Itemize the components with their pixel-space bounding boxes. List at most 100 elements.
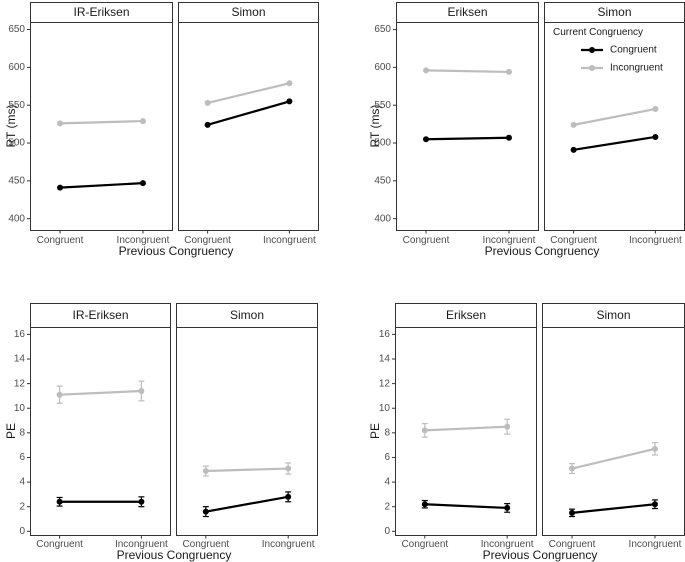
data-point: [57, 120, 64, 127]
x-tick-label: Incongruent: [481, 539, 534, 550]
legend-label: Incongruent: [610, 63, 663, 74]
y-tick-label: 400: [8, 213, 25, 224]
x-axis-title: Previous Congruency: [117, 548, 232, 562]
y-tick-label: 12: [379, 378, 391, 389]
y-tick-label: 2: [384, 501, 390, 512]
x-tick-label: Congruent: [36, 539, 83, 550]
facet-panel: Simon Congruent Incongruent: [544, 2, 685, 246]
y-tick-label: 450: [374, 175, 391, 186]
legend-key-point: [589, 47, 595, 53]
series-line: [207, 100, 290, 126]
chart-2: RT (ms) 400 450 500 550 600 650 Previous Congru…: [368, 2, 685, 258]
y-tick-label: 650: [8, 24, 25, 35]
facet-panel: IR-Eriksen Congruent Incongruent: [30, 303, 171, 550]
data-point: [651, 501, 658, 508]
series-congruent: [569, 499, 658, 518]
plot-area: [542, 327, 685, 536]
x-tick-label: Congruent: [549, 539, 596, 550]
series-incongruent: [56, 380, 145, 404]
data-point: [139, 180, 146, 187]
x-tick-label: Incongruent: [263, 235, 316, 246]
data-point: [421, 501, 428, 508]
data-point: [570, 121, 577, 128]
facet-title: Simon: [596, 308, 630, 322]
data-point: [138, 388, 145, 394]
x-tick-label: Incongruent: [262, 539, 315, 550]
legend-title: Current Congruency: [553, 27, 643, 38]
series-line: [571, 503, 656, 514]
y-tick-label: 16: [14, 329, 26, 340]
facet-panel: Simon Congruent Incongruent: [176, 303, 318, 550]
series-incongruent: [57, 118, 146, 127]
y-tick-label: 550: [374, 100, 391, 111]
series-congruent: [57, 180, 146, 191]
legend: Current Congruency Congruent Incongruent: [553, 27, 663, 74]
y-tick-label: 6: [384, 452, 390, 463]
facet-title: Simon: [230, 308, 264, 322]
y-tick-label: 450: [8, 175, 25, 186]
facet-title: Simon: [231, 5, 265, 19]
facet-panel: Eriksen Congruent Incongruent: [395, 303, 537, 550]
y-tick-label: 650: [374, 24, 391, 35]
data-point: [285, 465, 292, 472]
facet-panel: Simon Congruent Incongruent: [542, 303, 685, 550]
series-line: [424, 503, 508, 510]
legend-key-point: [589, 65, 595, 71]
facet-strip: [395, 303, 537, 328]
y-tick-label: 14: [14, 354, 26, 365]
y-tick-label: 10: [14, 403, 26, 414]
series-line: [426, 69, 509, 74]
y-tick-label: 0: [19, 526, 25, 537]
series-congruent: [202, 491, 292, 518]
data-point: [504, 423, 511, 430]
plot-area: [544, 22, 685, 231]
data-point: [652, 133, 659, 140]
x-tick-label: Incongruent: [117, 235, 170, 246]
legend-entry-incongruent: Incongruent: [581, 63, 663, 74]
data-point: [285, 493, 292, 500]
x-axis-title: Previous Congruency: [485, 244, 600, 258]
data-point: [56, 391, 63, 398]
series-line: [205, 467, 289, 473]
series-line: [424, 425, 508, 432]
series-congruent: [423, 134, 512, 143]
series-line: [59, 119, 144, 125]
data-point: [423, 67, 430, 74]
data-point: [56, 498, 63, 505]
data-point: [139, 118, 146, 125]
y-tick-label: 12: [14, 378, 26, 389]
series-congruent: [421, 499, 511, 513]
data-point: [204, 99, 211, 106]
y-tick-label: 4: [384, 477, 390, 488]
series-incongruent: [423, 67, 512, 75]
y-tick-label: 500: [374, 138, 391, 149]
facet-panel: Simon Congruent Incongruent: [178, 2, 319, 246]
data-point: [286, 98, 293, 105]
x-tick-label: Incongruent: [483, 235, 536, 246]
series-congruent: [570, 133, 659, 153]
data-point: [504, 504, 511, 511]
series-line: [205, 495, 289, 513]
facet-title: IR-Eriksen: [73, 5, 129, 19]
series-congruent: [56, 496, 145, 508]
plot-area: [176, 327, 318, 536]
y-axis-title: RT (ms): [368, 105, 382, 148]
x-tick-label: Congruent: [550, 235, 597, 246]
series-line: [59, 182, 144, 189]
y-tick-label: 8: [19, 427, 25, 438]
series-incongruent: [202, 462, 292, 477]
series-incongruent: [204, 80, 293, 106]
data-point: [57, 184, 64, 191]
data-point: [569, 509, 576, 516]
y-tick-label: 550: [8, 100, 25, 111]
x-tick-label: Congruent: [37, 235, 84, 246]
x-tick-label: Congruent: [182, 539, 229, 550]
y-tick-label: 8: [384, 427, 390, 438]
data-point: [202, 508, 209, 515]
series-line: [571, 447, 656, 470]
plot-area: [30, 22, 173, 231]
facet-title: IR-Eriksen: [72, 308, 128, 322]
legend-label: Congruent: [610, 45, 657, 56]
